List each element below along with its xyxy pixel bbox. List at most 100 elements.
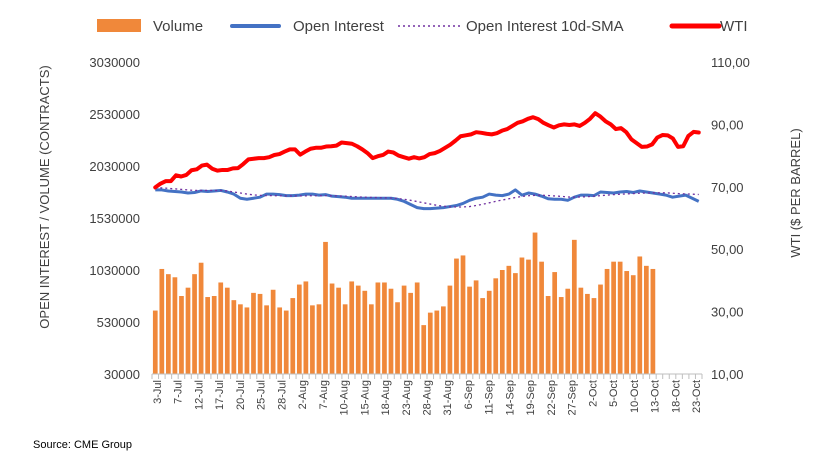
x-tick-label: 10-Oct xyxy=(629,380,641,413)
x-tick-label: 7-Aug xyxy=(318,380,330,409)
volume-bar xyxy=(506,265,512,374)
volume-bar xyxy=(558,297,564,374)
x-tick-label: 20-Jul xyxy=(235,380,247,410)
volume-bar xyxy=(545,296,551,374)
volume-bar xyxy=(368,304,374,374)
open-interest-line xyxy=(155,188,700,211)
legend: Volume Open Interest Open Interest 10d-SMA… xyxy=(97,18,748,35)
volume-bar xyxy=(513,273,518,374)
volume-bar xyxy=(480,298,486,374)
volume-bar xyxy=(349,281,355,374)
right-tick-label: 70,00 xyxy=(711,180,744,195)
volume-bar xyxy=(499,270,505,374)
volume-bar xyxy=(532,232,538,374)
volume-bar xyxy=(382,282,387,374)
volume-bar xyxy=(604,268,610,374)
volume-bar xyxy=(257,293,263,374)
legend-swatch-volume xyxy=(97,19,141,32)
x-tick-label: 28-Aug xyxy=(422,380,434,415)
volume-bar xyxy=(205,297,211,374)
left-tick-label: 3030000 xyxy=(89,55,140,70)
volume-bar xyxy=(192,274,197,374)
x-tick-label: 5-Oct xyxy=(608,380,620,407)
volume-bar xyxy=(218,282,224,374)
volume-bar xyxy=(467,286,472,374)
volume-bar xyxy=(441,306,446,374)
x-tick-label: 28-Jul xyxy=(276,380,288,410)
volume-bar xyxy=(539,261,544,374)
volume-bar xyxy=(251,292,256,374)
x-tick-label: 17-Jul xyxy=(214,380,226,410)
volume-bar xyxy=(650,268,656,374)
volume-bar xyxy=(179,296,184,374)
left-axis: 30000 530000 1030000 1530000 2030000 2530000 3… xyxy=(89,55,140,382)
x-tick-label: 23-Oct xyxy=(691,380,703,413)
x-tick-label: 11-Sep xyxy=(484,380,496,415)
x-tick-label: 2-Oct xyxy=(587,380,599,407)
volume-bar xyxy=(316,304,322,374)
volume-series xyxy=(152,232,656,374)
volume-bar xyxy=(591,298,597,374)
volume-bar xyxy=(637,256,643,374)
right-tick-label: 30,00 xyxy=(711,305,744,320)
left-tick-label: 1530000 xyxy=(89,211,140,226)
volume-bar xyxy=(283,310,289,374)
x-tick-label: 7-Jul xyxy=(173,380,185,404)
x-tick-label: 13-Oct xyxy=(650,380,662,413)
volume-bar xyxy=(159,268,165,374)
volume-bar xyxy=(166,274,171,374)
x-tick-label: 19-Sep xyxy=(525,380,537,415)
x-tick-label: 25-Jul xyxy=(256,380,268,410)
volume-bar xyxy=(211,296,217,374)
x-tick-label: 3-Jul xyxy=(152,380,164,404)
volume-bar xyxy=(290,298,296,374)
x-tick-label: 15-Aug xyxy=(359,380,371,415)
volume-bar xyxy=(434,310,440,374)
volume-bar xyxy=(329,283,335,374)
x-tick-label: 2-Aug xyxy=(297,380,309,409)
x-tick-label: 14-Sep xyxy=(504,380,516,415)
y-axis-title: OPEN INTEREST / VOLUME (CONTRACTS) xyxy=(37,65,52,328)
x-tick-label: 23-Aug xyxy=(401,380,413,415)
x-tick-label: 10-Aug xyxy=(339,380,351,415)
volume-bar xyxy=(277,307,283,374)
y2-axis-title: WTI ($ PER BARREL) xyxy=(788,128,803,257)
x-tick-label: 31-Aug xyxy=(442,380,454,415)
volume-bar xyxy=(519,257,525,374)
volume-bar xyxy=(493,278,499,374)
volume-bar xyxy=(552,272,558,374)
volume-bar xyxy=(643,265,649,374)
volume-bar xyxy=(454,258,459,374)
volume-bar xyxy=(427,312,433,374)
x-tick-label: 12-Jul xyxy=(193,380,205,410)
volume-bar xyxy=(617,261,623,374)
volume-bar xyxy=(421,325,427,374)
x-axis: 3-Jul 7-Jul 12-Jul 17-Jul 20-Jul 25-Jul 28-Jul… xyxy=(151,373,703,415)
volume-bar xyxy=(388,288,394,374)
volume-bar xyxy=(571,239,577,374)
volume-bar xyxy=(460,255,466,374)
legend-label: Open Interest xyxy=(293,18,385,35)
volume-bar xyxy=(355,285,361,374)
volume-bar xyxy=(224,287,230,374)
x-tick-label: 27-Sep xyxy=(567,380,579,415)
left-tick-label: 1030000 xyxy=(89,263,140,278)
source-note: Source: CME Group xyxy=(33,439,132,451)
volume-bar xyxy=(270,289,276,374)
right-tick-label: 50,00 xyxy=(711,242,744,257)
volume-bar xyxy=(362,290,368,374)
wti-line xyxy=(153,111,701,190)
left-tick-label: 30000 xyxy=(104,367,140,382)
right-tick-label: 10,00 xyxy=(711,367,744,382)
left-tick-label: 2030000 xyxy=(89,159,140,174)
volume-bar xyxy=(244,307,250,374)
volume-bar xyxy=(238,304,243,374)
x-tick-label: 18-Aug xyxy=(380,380,392,415)
volume-bar xyxy=(172,277,178,374)
x-tick-label: 6-Sep xyxy=(463,380,475,409)
right-axis: 10,00 30,00 50,00 70,00 90,00 110,00 xyxy=(711,55,750,382)
volume-bar xyxy=(303,281,309,374)
x-tick-label: 22-Sep xyxy=(546,380,558,415)
